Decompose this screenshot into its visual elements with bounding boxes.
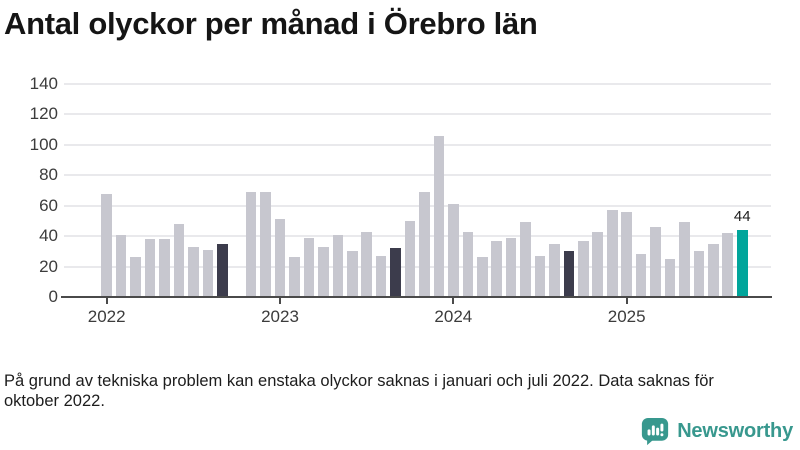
footnote: På grund av tekniska problem kan enstaka… bbox=[4, 371, 784, 411]
footnote-line-1: På grund av tekniska problem kan enstaka… bbox=[4, 372, 714, 390]
bar-2024-11 bbox=[592, 231, 604, 297]
bar-2022-02 bbox=[115, 234, 127, 297]
gridline-120 bbox=[64, 113, 771, 116]
bar-2022-12 bbox=[260, 191, 271, 297]
bar-2025-07 bbox=[708, 243, 719, 297]
bar-2022-07 bbox=[188, 246, 199, 297]
bar-2023-05 bbox=[332, 234, 344, 297]
newsworthy-bubble-icon bbox=[642, 417, 669, 446]
bar-2024-12 bbox=[606, 210, 618, 297]
y-axis-label: 120 bbox=[29, 104, 58, 124]
bar-2025-08 bbox=[722, 233, 734, 297]
y-axis-label: 80 bbox=[39, 165, 58, 185]
y-axis-label: 0 bbox=[48, 287, 58, 306]
bar-2024-02 bbox=[462, 231, 474, 297]
bar-2024-04 bbox=[491, 240, 502, 297]
gridline-20 bbox=[64, 265, 771, 268]
bar-2023-09 bbox=[390, 248, 401, 297]
bar-2022-11 bbox=[245, 191, 257, 297]
x-axis-tick-2025 bbox=[625, 298, 628, 304]
gridline-60 bbox=[64, 204, 771, 207]
x-axis-tick-2024 bbox=[452, 298, 455, 304]
bar-2024-05 bbox=[505, 237, 517, 297]
y-axis-label: 60 bbox=[39, 195, 58, 215]
y-axis-label: 140 bbox=[29, 73, 58, 93]
bar-2024-01 bbox=[448, 204, 459, 297]
bar-2024-06 bbox=[520, 222, 531, 297]
bar-2022-04 bbox=[144, 239, 156, 297]
bar-2025-09 bbox=[736, 230, 748, 297]
bar-2024-10 bbox=[578, 240, 589, 297]
gridline-40 bbox=[64, 235, 771, 238]
bar-2024-08 bbox=[549, 243, 560, 297]
bar-2024-03 bbox=[476, 257, 488, 297]
bar-2025-02 bbox=[635, 254, 647, 297]
bar-2025-01 bbox=[621, 211, 632, 297]
newsworthy-wordmark: Newsworthy bbox=[677, 420, 793, 442]
bar-2023-03 bbox=[303, 237, 315, 297]
x-axis-tick-2023 bbox=[279, 298, 282, 304]
bar-2022-08 bbox=[202, 249, 214, 297]
bar-2023-04 bbox=[318, 246, 329, 297]
bar-2025-04 bbox=[664, 258, 676, 297]
gridline-100 bbox=[64, 143, 771, 146]
bar-2022-06 bbox=[173, 223, 185, 297]
bar-2025-05 bbox=[679, 222, 690, 297]
newsworthy-logo: Newsworthy bbox=[641, 417, 793, 446]
x-axis-label-2024: 2024 bbox=[434, 307, 473, 326]
chart-title: Antal olyckor per månad i Örebro län bbox=[4, 6, 538, 41]
bar-2025-03 bbox=[650, 226, 661, 297]
bar-2022-05 bbox=[159, 239, 170, 297]
bar-2023-08 bbox=[375, 255, 387, 297]
x-axis-label-2022: 2022 bbox=[87, 307, 126, 326]
bar-2023-02 bbox=[289, 257, 300, 297]
bar-2023-07 bbox=[361, 231, 372, 297]
bar-2024-09 bbox=[563, 251, 575, 297]
bar-2023-01 bbox=[274, 219, 286, 297]
bar-2024-07 bbox=[534, 255, 546, 297]
bar-2023-10 bbox=[404, 220, 416, 297]
bar-2022-03 bbox=[130, 257, 141, 297]
bar-2025-06 bbox=[693, 251, 705, 297]
y-axis-label: 40 bbox=[39, 226, 58, 246]
x-axis-tick-2022 bbox=[105, 298, 108, 304]
bar-2023-06 bbox=[346, 251, 358, 297]
x-axis-label-2025: 2025 bbox=[607, 307, 646, 326]
gridline-80 bbox=[64, 174, 771, 177]
bar-2023-11 bbox=[419, 191, 430, 297]
x-axis-label-2023: 2023 bbox=[261, 307, 299, 326]
gridline-140 bbox=[64, 82, 771, 85]
value-label-2025-09: 44 bbox=[733, 208, 751, 226]
footnote-line-2: oktober 2022. bbox=[4, 392, 105, 411]
bar-2023-12 bbox=[433, 135, 445, 297]
x-axis-line bbox=[61, 296, 772, 298]
y-axis-label: 20 bbox=[39, 256, 58, 276]
y-axis-label: 100 bbox=[29, 134, 58, 154]
bar-2022-09 bbox=[216, 243, 228, 297]
bar-2022-01 bbox=[101, 193, 112, 297]
